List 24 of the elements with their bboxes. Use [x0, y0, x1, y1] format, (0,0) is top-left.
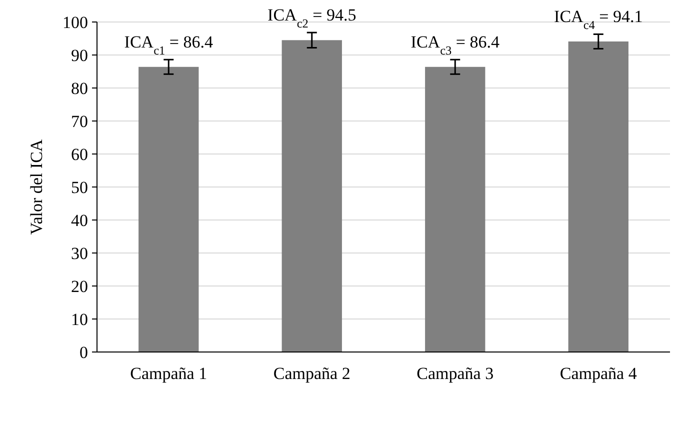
y-tick-label: 100	[62, 12, 88, 32]
y-tick-label: 10	[71, 310, 88, 329]
bar	[138, 66, 199, 352]
y-tick-label: 50	[71, 178, 88, 197]
x-tick-label: Campaña 4	[560, 364, 638, 383]
data-label: ICA$_{c1}$ = 86.4	[124, 32, 214, 58]
data-label: ICA$_{c2}$ = 94.5	[268, 6, 356, 31]
y-tick-label: 0	[80, 342, 88, 362]
y-axis-title: Valor del ICA	[27, 138, 46, 235]
y-tick-label: 70	[71, 112, 88, 131]
data-label: ICA$_{c3}$ = 86.4	[410, 32, 500, 58]
y-tick-label: 40	[71, 210, 88, 230]
y-tick-label: 30	[71, 244, 88, 263]
x-tick-label: Campaña 3	[416, 364, 494, 383]
x-tick-label: Campaña 1	[130, 364, 208, 383]
y-tick-label: 90	[71, 46, 88, 65]
y-tick-label: 80	[71, 78, 88, 98]
y-tick-label: 60	[71, 144, 88, 164]
bar	[568, 41, 628, 352]
x-tick-label: Campaña 2	[273, 364, 350, 383]
bar	[425, 66, 486, 352]
data-label: ICA$_{c4}$ = 94.1	[554, 7, 643, 32]
y-tick-label: 20	[71, 276, 88, 296]
bar	[282, 40, 342, 352]
